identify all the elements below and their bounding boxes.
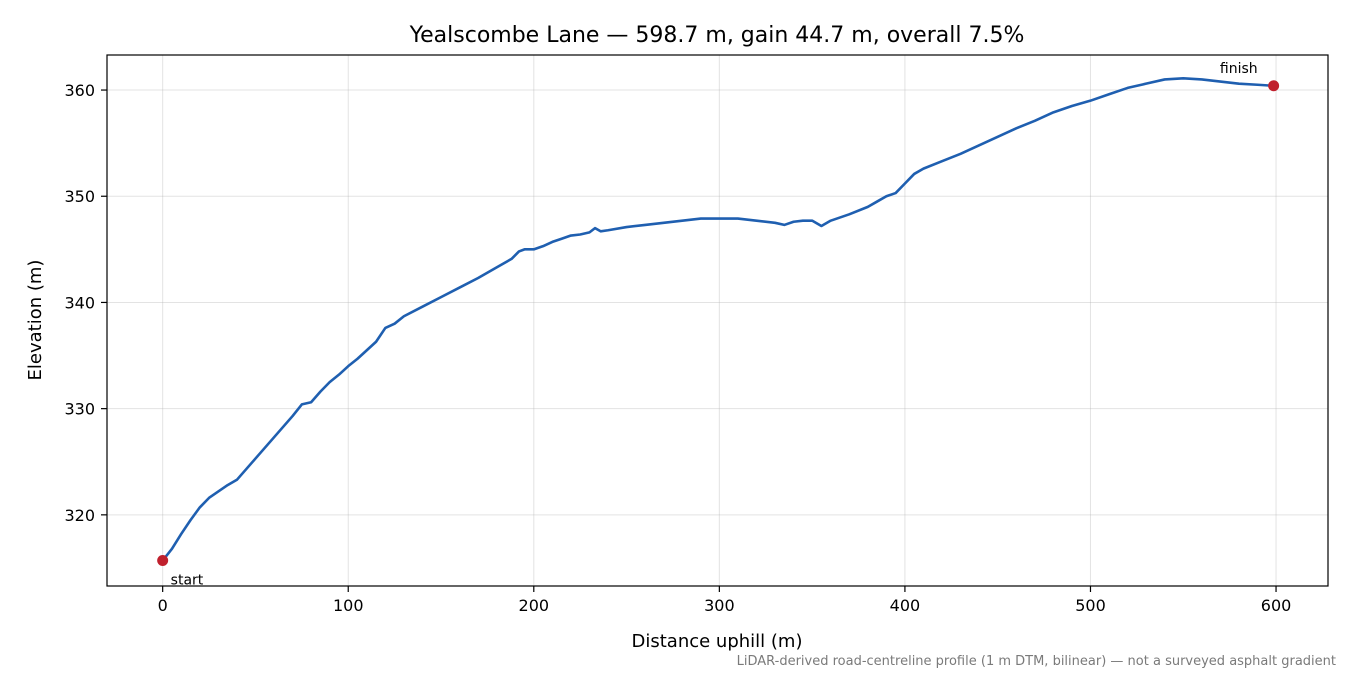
finish-marker — [1268, 80, 1280, 92]
y-tick-label: 320 — [64, 506, 95, 525]
x-tick-label: 100 — [333, 596, 364, 615]
y-tick-label: 360 — [64, 81, 95, 100]
footnote: LiDAR-derived road-centreline profile (1… — [737, 654, 1336, 669]
elevation-series-line — [161, 77, 1275, 562]
axis-ticks: 0 100 200 300 400 500 600 320 330 340 350 360 — [64, 81, 1291, 615]
endpoint-markers: start finish — [157, 61, 1280, 589]
y-tick-label: 350 — [64, 187, 95, 206]
chart-title: Yealscombe Lane — 598.7 m, gain 44.7 m, … — [409, 23, 1025, 48]
finish-label: finish — [1220, 61, 1258, 77]
y-axis-label: Elevation (m) — [25, 260, 46, 381]
start-label: start — [171, 573, 204, 589]
grid — [107, 55, 1328, 586]
x-tick-label: 600 — [1261, 596, 1292, 615]
x-axis-label: Distance uphill (m) — [632, 631, 803, 652]
y-tick-label: 340 — [64, 293, 95, 312]
x-tick-label: 300 — [704, 596, 735, 615]
x-tick-label: 400 — [890, 596, 921, 615]
plot-frame — [106, 54, 1329, 587]
x-tick-label: 0 — [158, 596, 168, 615]
x-tick-label: 200 — [519, 596, 550, 615]
y-tick-label: 330 — [64, 400, 95, 419]
start-marker — [157, 555, 169, 567]
x-tick-label: 500 — [1075, 596, 1106, 615]
